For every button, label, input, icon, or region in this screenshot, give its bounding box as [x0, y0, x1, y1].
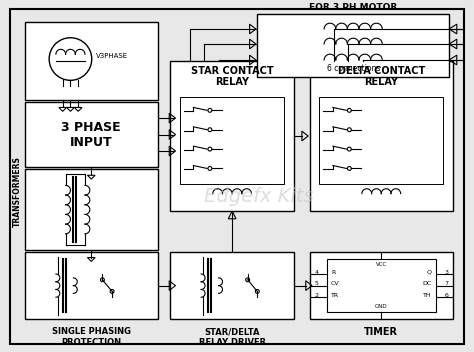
Text: TH: TH	[423, 293, 432, 298]
Text: STAR/DELTA
RELAY DRIVER: STAR/DELTA RELAY DRIVER	[199, 327, 266, 347]
Bar	[25, 22, 157, 100]
Text: DELTA CONTACT
RELAY: DELTA CONTACT RELAY	[337, 66, 425, 87]
Bar	[180, 97, 284, 184]
Bar	[25, 102, 157, 168]
Bar	[310, 252, 453, 320]
Bar	[257, 14, 449, 77]
Bar	[25, 252, 157, 320]
Text: R: R	[331, 270, 335, 275]
Text: 3 PHASE
INPUT: 3 PHASE INPUT	[62, 120, 121, 149]
Text: Q: Q	[427, 270, 432, 275]
Text: TR: TR	[331, 293, 339, 298]
Text: 5: 5	[314, 281, 319, 286]
Bar	[319, 97, 443, 184]
Text: 6 connections: 6 connections	[327, 64, 380, 73]
Text: 7: 7	[444, 281, 448, 286]
Text: FOR 3 PH MOTOR: FOR 3 PH MOTOR	[309, 2, 397, 12]
Text: SINGLE PHASING
PROTECTION: SINGLE PHASING PROTECTION	[52, 327, 131, 347]
Bar	[327, 259, 436, 312]
Text: DC: DC	[422, 281, 432, 286]
Text: TIMER: TIMER	[365, 327, 398, 337]
Text: TRANSFORMERS: TRANSFORMERS	[13, 156, 22, 227]
Bar	[25, 169, 157, 250]
Text: STAR CONTACT
RELAY: STAR CONTACT RELAY	[191, 66, 273, 87]
Text: 2: 2	[314, 293, 319, 298]
Text: 4: 4	[314, 270, 319, 275]
Text: 6: 6	[444, 293, 448, 298]
Bar	[170, 61, 294, 211]
Text: VCC: VCC	[376, 262, 387, 268]
Bar	[170, 252, 294, 320]
Text: Edgefx Kits: Edgefx Kits	[204, 187, 314, 206]
Text: 3: 3	[444, 270, 448, 275]
Text: V3PHASE: V3PHASE	[96, 53, 128, 59]
Text: GND: GND	[375, 304, 388, 309]
Bar	[310, 61, 453, 211]
Text: CV: CV	[331, 281, 339, 286]
